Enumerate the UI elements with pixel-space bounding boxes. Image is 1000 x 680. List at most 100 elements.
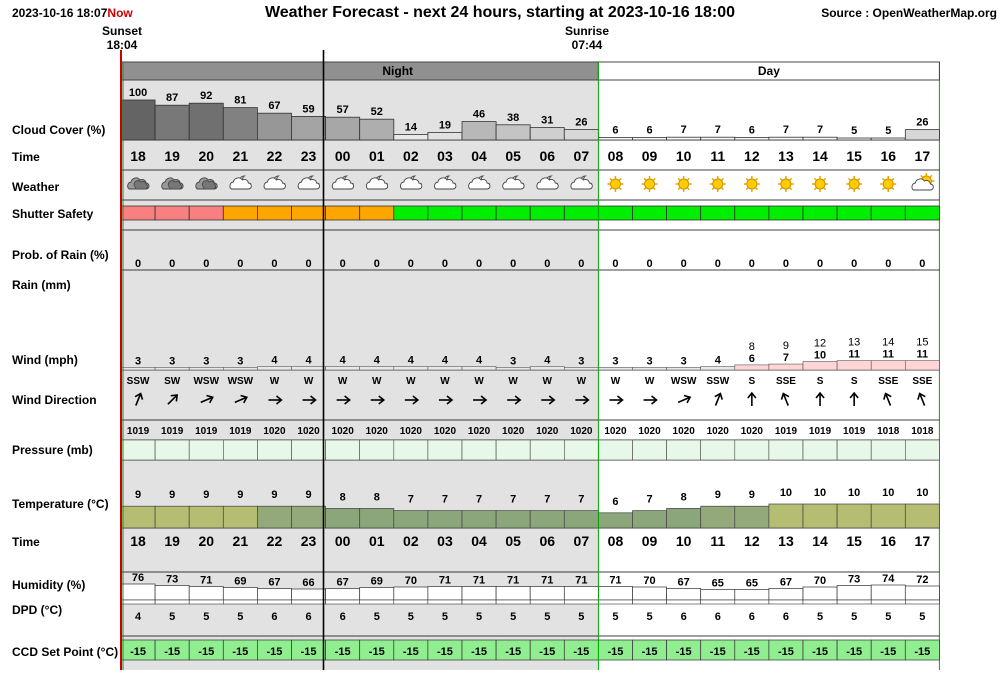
time-label: 04 bbox=[471, 533, 487, 549]
wind-arrow-icon bbox=[917, 392, 926, 406]
cloud-shape bbox=[468, 177, 491, 190]
temperature-value: 9 bbox=[715, 489, 721, 501]
time-label: 04 bbox=[471, 148, 487, 164]
row-label-weather: Weather bbox=[12, 180, 59, 194]
arrow-head bbox=[134, 392, 144, 400]
wind-direction-label: SSW bbox=[706, 376, 729, 387]
dpd-value: 5 bbox=[612, 611, 618, 623]
dpd-bar bbox=[154, 599, 190, 605]
sun-disc bbox=[780, 178, 792, 190]
humidity-bar bbox=[427, 586, 463, 601]
arrow-shaft bbox=[919, 394, 926, 406]
page-title: Weather Forecast - next 24 hours, starti… bbox=[264, 4, 736, 21]
day-label: Day bbox=[758, 64, 780, 78]
row-label-rain-prob: Prob. of Rain (%) bbox=[12, 248, 109, 262]
sunset-label: Sunset bbox=[102, 24, 142, 38]
humidity-bar bbox=[802, 586, 838, 601]
moon-cloud-icon bbox=[400, 175, 423, 190]
humidity-bar bbox=[188, 586, 224, 601]
sunrise-time: 07:44 bbox=[572, 38, 603, 52]
time-label: 00 bbox=[335, 148, 351, 164]
cloud-cover-bar bbox=[222, 107, 258, 141]
wind-arrow-icon bbox=[473, 395, 488, 405]
dpd-bar bbox=[359, 599, 395, 605]
cloud-cover-bar bbox=[632, 137, 667, 141]
temperature-bar bbox=[120, 505, 156, 529]
dpd-value: 5 bbox=[442, 611, 448, 623]
time-label: 14 bbox=[812, 533, 828, 549]
cloud-cover-value: 5 bbox=[885, 125, 891, 137]
pressure-cell bbox=[154, 439, 190, 461]
cloud-cover-bar bbox=[768, 136, 804, 141]
dpd-bar bbox=[257, 599, 292, 605]
cloud-cover-bar bbox=[734, 137, 770, 141]
time-label: 18 bbox=[130, 533, 146, 549]
rain-probability-value: 0 bbox=[646, 258, 652, 270]
dpd-bar bbox=[598, 599, 633, 605]
humidity-bar bbox=[632, 586, 667, 601]
arrow-head bbox=[514, 395, 522, 405]
wind-arrow-icon bbox=[336, 395, 351, 405]
time-label: 07 bbox=[574, 148, 590, 164]
pressure-cell bbox=[768, 439, 804, 461]
dpd-bar bbox=[393, 599, 429, 605]
arrow-head bbox=[170, 394, 179, 402]
wind-speed-value: 10 bbox=[814, 350, 826, 362]
row-label-shutter: Shutter Safety bbox=[12, 207, 94, 221]
wind-speed-value: 3 bbox=[169, 355, 175, 367]
wind-arrow-icon bbox=[302, 395, 317, 405]
rain-probability-value: 0 bbox=[544, 258, 550, 270]
cloud-shape bbox=[911, 178, 934, 191]
dpd-bar bbox=[734, 599, 770, 605]
sun-icon bbox=[743, 176, 760, 192]
temperature-value: 9 bbox=[169, 489, 175, 501]
time-label: 05 bbox=[505, 148, 521, 164]
wind-direction-label: S bbox=[749, 376, 756, 387]
shutter-safety-cell bbox=[870, 205, 906, 221]
sun-disc bbox=[712, 178, 724, 190]
sun-icon bbox=[641, 176, 658, 192]
dpd-bar bbox=[291, 599, 326, 605]
arrow-head bbox=[651, 395, 658, 405]
dpd-value: 5 bbox=[919, 611, 925, 623]
pressure-value: 1020 bbox=[366, 426, 389, 437]
wind-speed-value: 3 bbox=[237, 355, 243, 367]
wind-speed-bar bbox=[870, 360, 906, 371]
time-label: 00 bbox=[335, 533, 351, 549]
humidity-value: 69 bbox=[234, 576, 246, 588]
shutter-safety-cell bbox=[427, 205, 463, 221]
rain-probability-value: 0 bbox=[919, 258, 925, 270]
arrow-head bbox=[616, 395, 624, 405]
dpd-value: 6 bbox=[715, 611, 721, 623]
temperature-value: 7 bbox=[578, 494, 584, 506]
arrow-head bbox=[446, 395, 454, 405]
rain-probability-value: 0 bbox=[783, 258, 789, 270]
cloud-cover-value: 46 bbox=[473, 109, 485, 121]
temperature-value: 7 bbox=[646, 494, 652, 506]
cloud-cover-bar bbox=[461, 121, 497, 141]
arrow-head bbox=[917, 392, 926, 400]
wind-direction-label: WSW bbox=[671, 376, 697, 387]
wind-speed-bar bbox=[529, 366, 565, 371]
pressure-cell bbox=[325, 439, 361, 461]
arrow-shaft bbox=[167, 395, 177, 405]
row-label-cloud: Cloud Cover (%) bbox=[12, 123, 105, 137]
wind-arrow-icon bbox=[370, 395, 386, 405]
cloud-shape bbox=[263, 177, 286, 190]
moon-cloud-icon bbox=[331, 175, 355, 190]
cloud-shape bbox=[201, 180, 216, 190]
cloud-cover-bar bbox=[666, 136, 702, 141]
arrow-head bbox=[582, 395, 590, 405]
sun-ray bbox=[857, 177, 861, 181]
dpd-bar bbox=[495, 599, 531, 605]
humidity-value: 71 bbox=[575, 575, 587, 587]
wind-speed-bar bbox=[836, 360, 872, 371]
wind-arrow-icon bbox=[780, 392, 790, 406]
wind-speed-bar bbox=[291, 366, 326, 371]
time-label: 20 bbox=[198, 148, 214, 164]
time-label: 08 bbox=[608, 533, 624, 549]
cloud-cover-value: 92 bbox=[200, 90, 212, 102]
pressure-cell bbox=[632, 439, 667, 461]
humidity-value: 71 bbox=[439, 575, 451, 587]
time-label: 13 bbox=[778, 533, 794, 549]
